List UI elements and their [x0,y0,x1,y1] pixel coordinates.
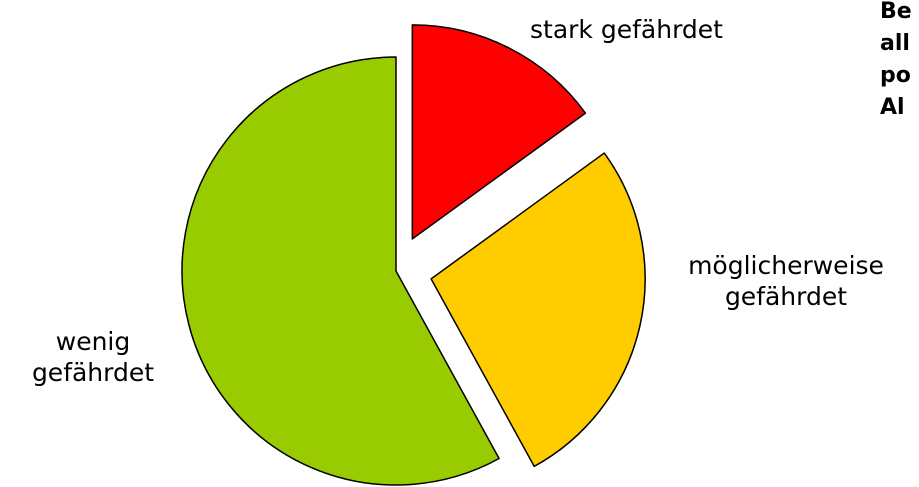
title-fragment-4: Al [880,95,905,120]
chart-title: Be all po Al [880,0,919,124]
pie-slice-1 [411,24,587,240]
slice-label-wenig-gefaehrdet: wenig gefährdet [18,326,168,388]
title-fragment-3: po [880,63,911,88]
pie-slice-3 [181,56,500,486]
slice-label-text: stark gefährdet [530,15,723,44]
pie-slice-2 [430,152,646,468]
slice-label-stark-gefaehrdet: stark gefährdet [530,14,723,45]
slice-label-line-1: möglicherweise [688,251,884,280]
slice-label-line-2: gefährdet [31,358,155,387]
slice-label-line-1: wenig [55,327,131,356]
slice-label-line-2: gefährdet [724,282,848,311]
title-fragment-1: Be [880,0,912,24]
slice-label-moeglicherweise-gefaehrdet: möglicherweise gefährdet [666,250,906,312]
title-fragment-2: all [880,31,910,56]
